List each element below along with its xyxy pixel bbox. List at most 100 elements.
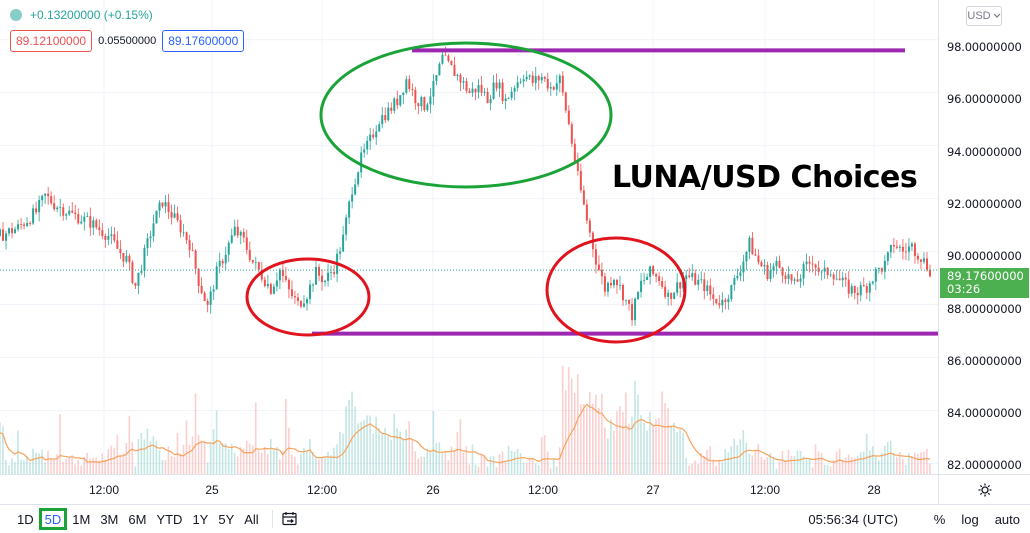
volume-bar [850, 457, 853, 474]
candle-body [913, 243, 916, 256]
range-1y-button[interactable]: 1Y [192, 511, 209, 527]
candle-body [655, 274, 658, 277]
candle-body [375, 131, 378, 138]
volume-bar [643, 422, 645, 474]
candle-body [567, 110, 570, 125]
volume-bar [65, 458, 67, 474]
candle-body [628, 299, 631, 304]
volume-bar [778, 461, 781, 474]
chart-pane[interactable]: +0.13200000 (+0.15%) 89.12100000 0.05500… [0, 0, 938, 474]
time-axis[interactable]: 12:00 25 12:00 26 12:00 27 12:00 28 [0, 474, 938, 504]
candle-body [38, 200, 41, 213]
range-1m-button[interactable]: 1M [72, 511, 91, 527]
volume-bar [275, 446, 278, 474]
candle-body [342, 234, 345, 252]
candle-body [396, 98, 399, 106]
candle-body [715, 298, 718, 304]
volume-bar [200, 440, 203, 474]
candle-body [312, 284, 315, 286]
range-5y-button[interactable]: 5Y [218, 511, 235, 527]
volume-bar [751, 455, 754, 474]
price-chart[interactable] [0, 0, 938, 474]
utc-clock[interactable]: 05:56:34 (UTC) [808, 511, 898, 527]
volume-bar [429, 452, 432, 474]
volume-bar [926, 448, 928, 474]
volume-bar [697, 464, 699, 474]
volume-bar [610, 419, 612, 474]
candle-body [143, 247, 146, 271]
volume-bar [917, 453, 919, 474]
candle-body [330, 272, 333, 273]
volume-bar [522, 462, 525, 474]
chart-settings-button[interactable] [938, 474, 1030, 504]
candle-body [351, 194, 354, 202]
candle-body [17, 224, 20, 230]
volume-bar [561, 365, 564, 474]
volume-bar [694, 460, 696, 474]
candle-body [805, 261, 808, 265]
candle-body [366, 140, 369, 150]
volume-bar [77, 460, 79, 474]
volume-bar [291, 454, 293, 474]
volume-bar [215, 410, 218, 474]
volume-bar [312, 451, 314, 474]
candle-body [266, 283, 269, 287]
range-all-button[interactable]: All [244, 511, 259, 527]
volume-bar [378, 428, 380, 474]
candle-body [814, 264, 817, 268]
price-tick-label: 88.00000000 [947, 302, 1022, 316]
candle-body [625, 299, 628, 301]
volume-bar [631, 416, 633, 474]
volume-bar [757, 443, 760, 474]
volume-bar [516, 449, 519, 474]
candle-body [8, 228, 11, 234]
candle-body [269, 283, 272, 294]
range-1d-button[interactable]: 1D [17, 511, 34, 527]
candle-body [925, 258, 928, 270]
log-scale-toggle[interactable]: log [961, 511, 979, 527]
candle-body [504, 98, 507, 102]
volume-bar [775, 468, 778, 474]
volume-bar [89, 459, 91, 474]
currency-dropdown[interactable]: USD [966, 6, 1002, 26]
candle-body [179, 220, 182, 233]
volume-bar [862, 451, 865, 474]
volume-bar [817, 451, 820, 474]
range-5d-button[interactable]: 5D [38, 508, 68, 530]
volume-bar [423, 456, 426, 474]
candle-body [540, 76, 543, 81]
candle-body [29, 223, 32, 224]
go-to-date-button[interactable] [281, 511, 299, 527]
volume-bar [122, 453, 125, 474]
candle-body [898, 246, 901, 248]
ask-price-button[interactable]: 89.17600000 [162, 30, 245, 52]
volume-bar [414, 451, 417, 474]
candle-body [227, 242, 230, 255]
price-axis[interactable]: USD 98.00000000 96.00000000 94.00000000 … [938, 0, 1030, 474]
volume-bar [920, 452, 922, 474]
candle-body [14, 229, 17, 234]
price-tick-label: 98.00000000 [947, 40, 1022, 54]
volume-bar [221, 443, 224, 474]
volume-bar [582, 403, 585, 474]
range-6m-button[interactable]: 6M [128, 511, 147, 527]
candle-body [615, 279, 618, 286]
volume-bar [492, 456, 495, 474]
candle-body [309, 284, 311, 300]
last-price-value: 89.17600000 [947, 269, 1024, 283]
range-3m-button[interactable]: 3M [100, 511, 119, 527]
candle-body [357, 172, 360, 185]
volume-bar [558, 447, 561, 474]
volume-bar [288, 427, 290, 474]
percent-scale-toggle[interactable]: % [933, 511, 946, 527]
volume-bar [706, 449, 708, 474]
candle-body [372, 134, 375, 138]
volume-bar [540, 437, 543, 474]
range-ytd-button[interactable]: YTD [156, 511, 183, 527]
visibility-eye-icon[interactable] [10, 9, 22, 21]
auto-scale-toggle[interactable]: auto [994, 511, 1020, 527]
candle-body [77, 214, 80, 224]
bid-price-button[interactable]: 89.12100000 [10, 30, 93, 52]
candle-body [724, 299, 727, 303]
volume-bar [44, 462, 46, 474]
